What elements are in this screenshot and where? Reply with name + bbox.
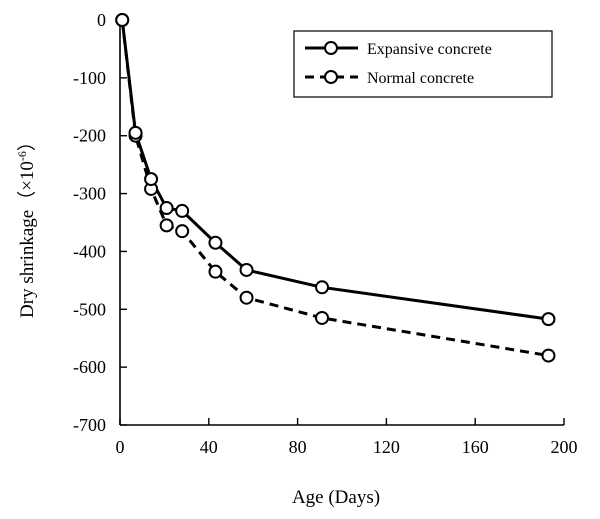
y-axis-title-main: Dry shrinkage（×10 [16, 161, 38, 318]
x-axis-title: Age (Days) [292, 487, 380, 508]
x-tick-label: 160 [462, 437, 489, 457]
data-point-normal-concrete [159, 218, 174, 233]
legend: Expansive concrete Normal concrete [293, 30, 553, 98]
x-tick-label: 200 [551, 437, 578, 457]
data-point-expansive-concrete [315, 280, 330, 295]
y-axis-title: Dry shrinkage（×10-6） [15, 132, 38, 318]
y-axis-title-close: ） [16, 132, 38, 151]
series [115, 13, 556, 363]
data-point-expansive-concrete [175, 203, 190, 218]
y-tick-label: -600 [73, 357, 106, 377]
legend-label-normal: Normal concrete [367, 70, 474, 87]
data-point-expansive-concrete [541, 312, 556, 327]
y-tick-label: -300 [73, 184, 106, 204]
y-tick-label: -500 [73, 299, 106, 319]
ticks: 0 -100 -200 -300 -400 -500 -600 -700 0 40 80 120 160… [73, 10, 578, 457]
y-tick-label: -100 [73, 68, 106, 88]
legend-marker-normal [324, 70, 338, 84]
axes [119, 20, 564, 426]
x-tick-label: 0 [116, 437, 125, 457]
legend-marker-expansive [324, 41, 338, 55]
data-point-normal-concrete [541, 348, 556, 363]
data-point-normal-concrete [315, 310, 330, 325]
data-point-expansive-concrete [208, 235, 223, 250]
data-point-expansive-concrete [159, 201, 174, 216]
data-point-normal-concrete [208, 264, 223, 279]
data-point-expansive-concrete [128, 125, 143, 140]
data-point-expansive-concrete [239, 262, 254, 277]
legend-box [293, 30, 553, 98]
y-tick-label: -400 [73, 241, 106, 261]
data-point-normal-concrete [175, 224, 190, 239]
x-tick-label: 120 [373, 437, 400, 457]
y-tick-label: -200 [73, 126, 106, 146]
legend-label-expansive: Expansive concrete [367, 41, 492, 58]
x-tick-label: 40 [200, 437, 218, 457]
y-tick-label: 0 [97, 10, 106, 30]
data-point-normal-concrete [239, 290, 254, 305]
data-point-expansive-concrete [115, 13, 130, 27]
y-axis-title-exponent: -6 [15, 151, 29, 161]
x-tick-label: 80 [289, 437, 307, 457]
y-tick-label: -700 [73, 415, 106, 435]
data-point-expansive-concrete [144, 172, 159, 187]
